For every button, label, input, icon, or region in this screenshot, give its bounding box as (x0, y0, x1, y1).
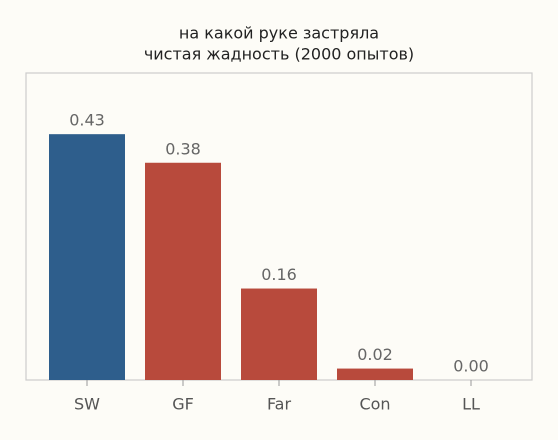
bar (337, 368, 413, 380)
value-label: 0.16 (261, 265, 297, 284)
x-tick-label: Con (359, 395, 390, 414)
value-label: 0.02 (357, 345, 393, 364)
value-label: 0.38 (165, 139, 201, 158)
bar (241, 288, 317, 380)
x-tick-label: LL (462, 395, 480, 414)
chart-title: на какой руке застряла (179, 24, 379, 43)
x-tick-label: SW (74, 395, 100, 414)
value-label: 0.43 (69, 111, 105, 130)
x-tick-label: GF (172, 395, 194, 414)
x-tick-label: Far (267, 395, 292, 414)
bar (49, 134, 125, 380)
value-label: 0.00 (453, 357, 489, 376)
bar (145, 162, 221, 380)
chart-title: чистая жадность (2000 опытов) (144, 45, 414, 64)
